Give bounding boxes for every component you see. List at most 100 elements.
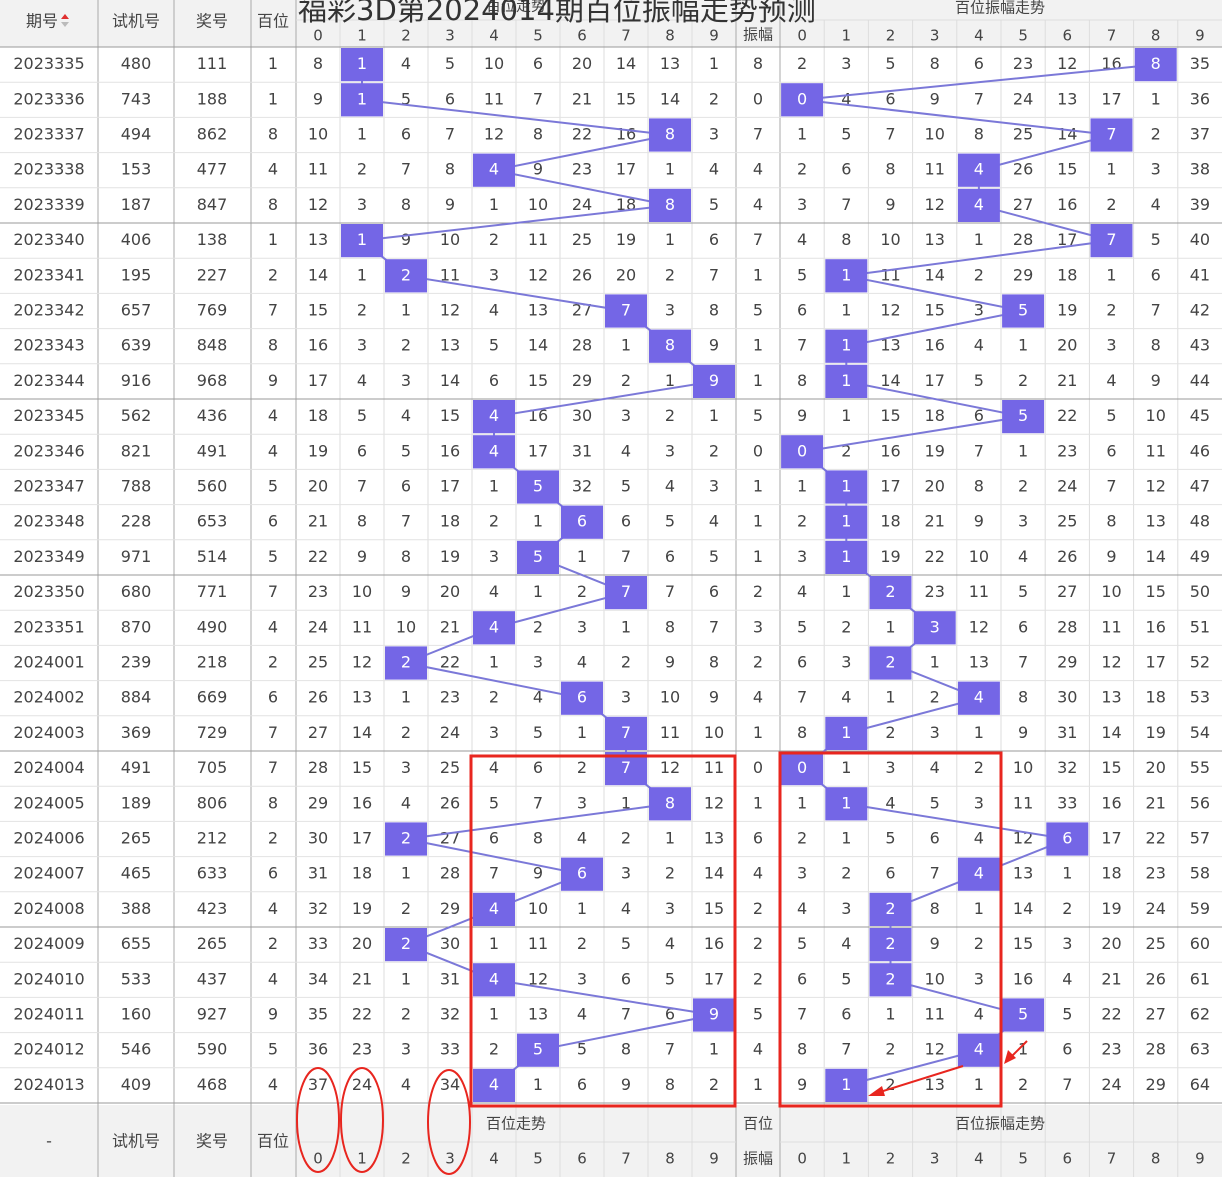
trend-cell: 23	[440, 688, 460, 707]
test-number: 465	[121, 864, 152, 883]
trend-cell: 2	[357, 160, 367, 179]
trend-cell: 7	[445, 125, 455, 144]
digit-label: 2	[886, 1150, 896, 1168]
amplitude: 2	[753, 582, 763, 601]
red-circle	[427, 1069, 471, 1175]
amp-trend-cell: 2	[885, 1040, 895, 1059]
hundred-digit: 2	[268, 265, 278, 284]
amp-trend-cell: 2	[797, 829, 807, 848]
hundred-digit: 1	[268, 89, 278, 108]
amp-trend-cell: 3	[885, 758, 895, 777]
trend-cell: 8	[445, 160, 455, 179]
trend-cell: 6	[577, 688, 587, 707]
trend-cell: 7	[621, 723, 631, 742]
sort-down[interactable]	[61, 22, 69, 27]
amp-trend-cell: 41	[1190, 265, 1210, 284]
amp-trend-cell: 1	[841, 547, 851, 566]
hit-cell	[825, 716, 868, 750]
amplitude: 1	[753, 265, 763, 284]
amp-trend-cell: 1	[797, 477, 807, 496]
amp-trend-cell: 6	[974, 406, 984, 425]
amp-trend-cell: 61	[1190, 969, 1210, 988]
hit-cell	[605, 716, 647, 750]
amp-trend-cell: 4	[841, 89, 851, 108]
red-box	[469, 754, 737, 1108]
amp-trend-cell: 27	[1057, 582, 1077, 601]
trend-cell: 23	[572, 160, 592, 179]
sort-up[interactable]	[61, 14, 69, 19]
trend-cell: 11	[528, 934, 548, 953]
trend-cell: 10	[660, 688, 680, 707]
trend-cell: 3	[533, 653, 543, 672]
test-number: 195	[121, 265, 152, 284]
trend-cell: 2	[401, 934, 411, 953]
amp-trend-cell: 4	[974, 160, 984, 179]
amp-trend-cell: 5	[1062, 1005, 1072, 1024]
amp-trend-cell: 1	[841, 336, 851, 355]
amplitude: 0	[753, 441, 763, 460]
amp-trend-cell: 2	[1151, 125, 1161, 144]
period: 2023338	[13, 160, 84, 179]
amp-trend-cell: 19	[925, 441, 945, 460]
hit-cell	[473, 611, 515, 645]
trend-cell: 29	[572, 371, 592, 390]
trend-cell: 4	[577, 829, 587, 848]
hundred-digit: 9	[268, 371, 278, 390]
amp-trend-cell: 10	[880, 230, 900, 249]
header-period[interactable]: 期号	[26, 12, 58, 31]
period: 2023339	[13, 195, 84, 214]
amp-trend-cell: 13	[880, 336, 900, 355]
amplitude: 4	[753, 195, 763, 214]
header-prize: 奖号	[196, 12, 228, 31]
digit-label: 7	[1107, 27, 1117, 45]
amp-trend-cell: 22	[1146, 829, 1166, 848]
trend-cell: 4	[489, 406, 499, 425]
trend-cell: 7	[621, 547, 631, 566]
amp-trend-cell: 8	[1151, 54, 1161, 73]
trend-cell: 10	[528, 899, 548, 918]
amp-trend-cell: 6	[797, 301, 807, 320]
trend-cell: 13	[704, 829, 724, 848]
red-arrowhead	[868, 1086, 885, 1096]
hundred-digit: 8	[268, 336, 278, 355]
trend-cell: 22	[308, 547, 328, 566]
hit-cell	[869, 576, 912, 610]
digit-label: 9	[709, 1150, 719, 1168]
trend-cell: 7	[621, 582, 631, 601]
amp-trend-cell: 14	[1101, 723, 1121, 742]
amp-trend-cell: 6	[1062, 829, 1072, 848]
amp-trend-cell: 14	[1013, 899, 1033, 918]
trend-cell: 16	[440, 441, 460, 460]
period: 2023336	[13, 89, 84, 108]
footer-trend: 百位走势	[486, 1115, 546, 1133]
amp-trend-cell: 2	[841, 864, 851, 883]
trend-cell: 5	[665, 969, 675, 988]
digit-label: 0	[797, 1150, 807, 1168]
amp-trend-cell: 29	[1057, 653, 1077, 672]
digit-label: 7	[1107, 1150, 1117, 1168]
trend-cell: 1	[401, 969, 411, 988]
trend-cell: 7	[665, 1040, 675, 1059]
trend-cell: 5	[533, 477, 543, 496]
trend-cell: 25	[440, 758, 460, 777]
trend-cell: 36	[308, 1040, 328, 1059]
amp-trend-cell: 42	[1190, 301, 1210, 320]
amp-trend-cell: 6	[841, 1005, 851, 1024]
amplitude: 2	[753, 969, 763, 988]
amp-trend-cell: 24	[1057, 477, 1077, 496]
amp-trend-cell: 1	[885, 688, 895, 707]
trend-cell: 12	[440, 301, 460, 320]
amp-trend-cell: 25	[1146, 934, 1166, 953]
amplitude: 7	[753, 230, 763, 249]
amp-trend-cell: 7	[1062, 1075, 1072, 1094]
trend-cell: 1	[621, 336, 631, 355]
trend-cell: 6	[445, 89, 455, 108]
trend-cell: 21	[572, 89, 592, 108]
amp-trend-cell: 1	[841, 829, 851, 848]
amp-trend-cell: 19	[1101, 899, 1121, 918]
amplitude: 2	[753, 934, 763, 953]
trend-cell: 27	[308, 723, 328, 742]
amp-trend-cell: 7	[797, 1005, 807, 1024]
trend-cell: 1	[357, 89, 367, 108]
hit-cell	[869, 646, 912, 680]
